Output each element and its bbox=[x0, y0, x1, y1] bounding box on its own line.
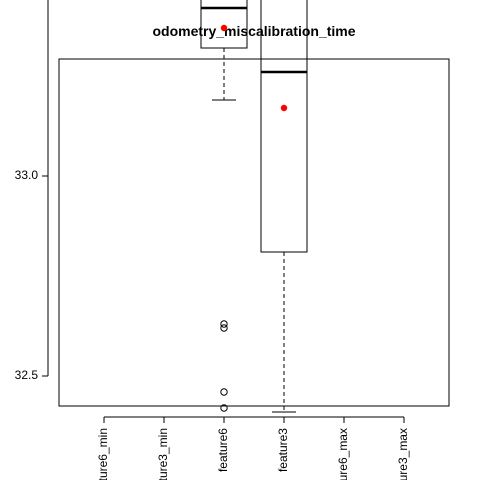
box-feature6 bbox=[200, 0, 248, 412]
x-axis: feature6_min feature3_min feature6 feature3… bbox=[96, 416, 410, 480]
box-feature3 bbox=[260, 0, 308, 413]
plot-frame bbox=[58, 58, 450, 407]
chart-title: odometry_miscalibration_time bbox=[152, 23, 355, 39]
boxes-layer bbox=[200, 0, 308, 413]
x-tick-label: feature3_max bbox=[396, 428, 410, 480]
iqr-box bbox=[200, 0, 248, 49]
x-tick-label: feature3_min bbox=[156, 428, 170, 480]
x-tick-label: feature3 bbox=[276, 428, 290, 472]
x-tick-label: feature6_min bbox=[96, 428, 110, 480]
y-tick-label: 32.5 bbox=[15, 368, 39, 382]
outlier-point bbox=[220, 388, 228, 396]
x-tick-label: feature6 bbox=[216, 428, 230, 472]
y-axis: 32.533.033.534.0 bbox=[15, 0, 49, 382]
x-tick-label: feature6_max bbox=[336, 428, 350, 480]
mean-point bbox=[280, 104, 288, 112]
outlier-point bbox=[220, 324, 228, 332]
iqr-box bbox=[260, 0, 308, 253]
outlier-point bbox=[220, 320, 228, 328]
mean-point bbox=[220, 24, 228, 32]
y-tick-label: 33.0 bbox=[15, 168, 39, 182]
outlier-point bbox=[220, 404, 228, 412]
